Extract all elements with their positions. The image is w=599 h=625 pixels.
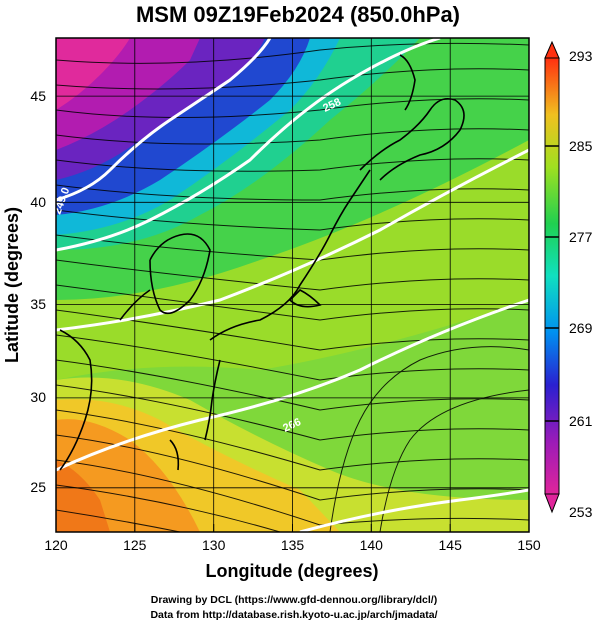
colorbar xyxy=(544,40,560,514)
map-title: MSM 09Z19Feb2024 (850.0hPa) xyxy=(136,2,460,27)
y-tick-label: 25 xyxy=(30,479,46,495)
isotherms xyxy=(56,38,529,532)
colorbar-label: 277 xyxy=(569,229,593,245)
y-axis-label: Latitude (degrees) xyxy=(2,207,22,363)
graticule xyxy=(56,38,529,532)
credit-drawing: Drawing by DCL (https://www.gfd-dennou.o… xyxy=(151,594,437,606)
colorbar-label: 261 xyxy=(569,413,593,429)
x-tick-label: 130 xyxy=(202,537,226,553)
y-tick-label: 35 xyxy=(30,296,46,312)
credit-data: Data from http://database.rish.kyoto-u.a… xyxy=(150,609,437,621)
coastlines xyxy=(59,54,465,471)
temperature-field: 249.0 258 266 xyxy=(56,38,529,532)
wind-streamlines xyxy=(56,42,529,532)
x-tick-label: 135 xyxy=(281,537,305,553)
y-tick-label: 40 xyxy=(30,194,46,210)
y-tick-label: 30 xyxy=(30,389,46,405)
x-tick-label: 145 xyxy=(439,537,463,553)
x-axis-label: Longitude (degrees) xyxy=(205,561,378,581)
x-tick-label: 125 xyxy=(123,537,147,553)
colorbar-label: 253 xyxy=(569,504,593,520)
x-tick-label: 140 xyxy=(360,537,384,553)
x-tick-label: 120 xyxy=(44,537,68,553)
y-tick-label: 45 xyxy=(30,88,46,104)
colorbar-label: 285 xyxy=(569,138,593,154)
colorbar-label: 269 xyxy=(569,320,593,336)
colorbar-label: 293 xyxy=(569,48,593,64)
x-tick-marks xyxy=(55,524,530,532)
x-tick-label: 150 xyxy=(517,537,541,553)
